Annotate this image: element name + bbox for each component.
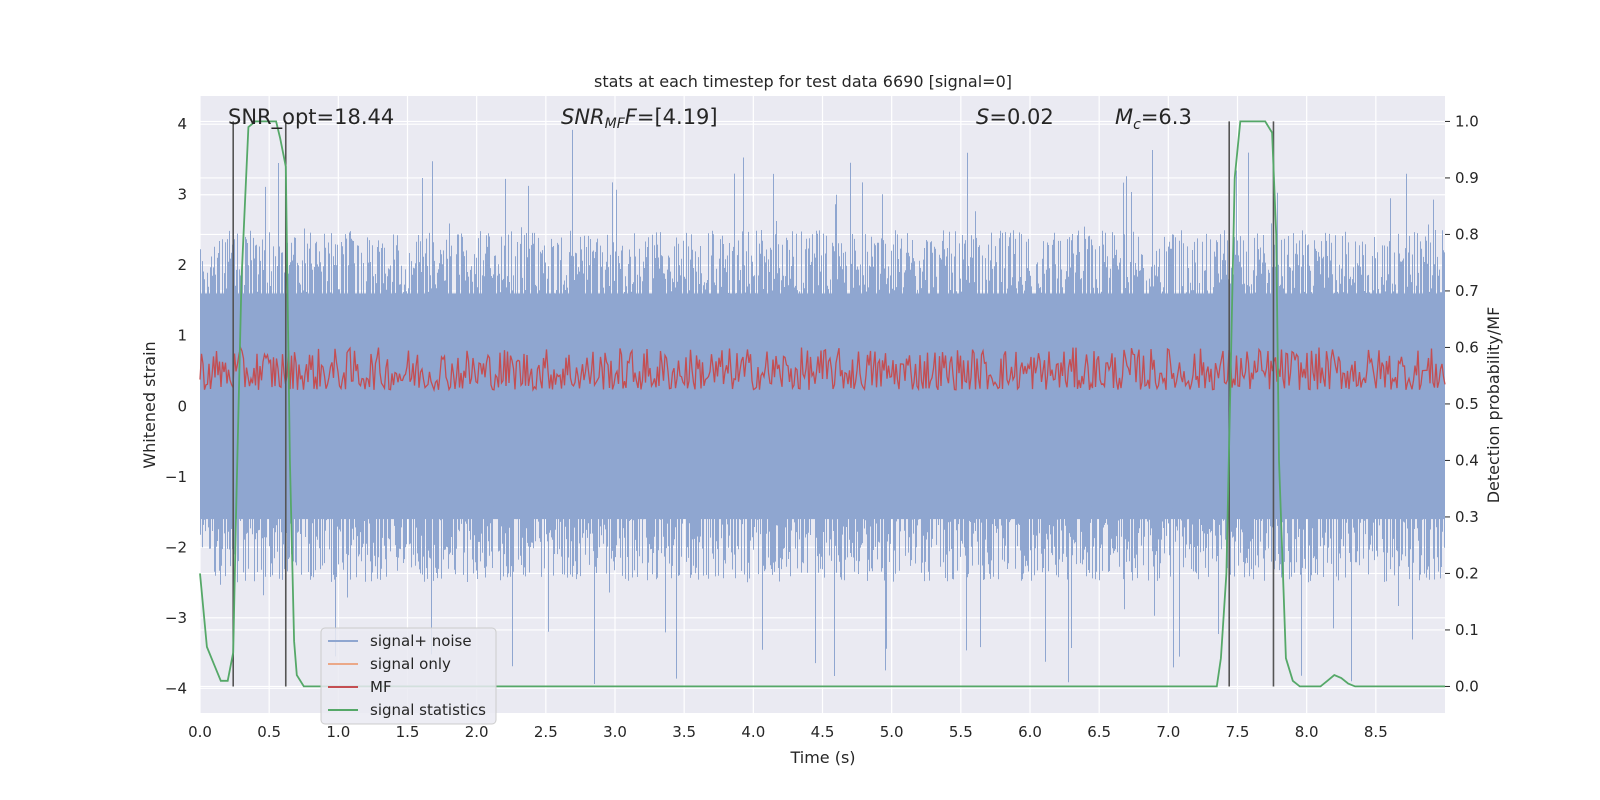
y-right-tick-label: 0.6 <box>1455 338 1479 356</box>
y-left-tick-label: 0 <box>177 397 187 415</box>
y-right-ticks: 0.0 0.1 0.2 0.3 0.4 0.5 0.6 0.7 0.8 0.9 1.0 <box>1445 112 1479 695</box>
mf-series <box>199 345 1446 393</box>
y-left-tick-label: −3 <box>165 609 187 627</box>
mf-trace <box>199 345 1446 393</box>
y-right-tick-label: 1.0 <box>1455 112 1479 130</box>
x-tick-label: 7.0 <box>1156 723 1180 741</box>
x-ticks: 0.0 0.5 1.0 1.5 2.0 2.5 3.0 3.5 4.0 4.5 5.0 5.5 6.0 6… <box>188 723 1388 741</box>
y-left-tick-label: 2 <box>177 256 187 274</box>
x-tick-label: 0.0 <box>188 723 212 741</box>
x-tick-label: 1.0 <box>326 723 350 741</box>
legend-label-noise: signal+ noise <box>370 632 472 650</box>
y-left-tick-label: 3 <box>177 186 187 204</box>
x-axis-label: Time (s) <box>789 748 855 767</box>
y-right-tick-label: 0.0 <box>1455 677 1479 695</box>
y-left-tick-label: −4 <box>165 679 187 697</box>
x-tick-label: 4.0 <box>741 723 765 741</box>
y-left-tick-label: 4 <box>177 115 187 133</box>
x-tick-label: 8.5 <box>1364 723 1388 741</box>
y-right-tick-label: 0.1 <box>1455 621 1479 639</box>
y-right-tick-label: 0.3 <box>1455 508 1479 526</box>
y-right-tick-label: 0.8 <box>1455 225 1479 243</box>
x-tick-label: 5.5 <box>949 723 973 741</box>
x-tick-label: 2.0 <box>465 723 489 741</box>
x-tick-label: 4.5 <box>811 723 835 741</box>
y-right-tick-label: 0.9 <box>1455 169 1479 187</box>
y-right-axis-label: Detection probability/MF <box>1484 307 1503 504</box>
signal-statistics-line <box>199 120 1445 688</box>
legend-label-mf: MF <box>370 678 392 696</box>
y-left-tick-label: −2 <box>165 538 187 556</box>
x-tick-label: 6.5 <box>1087 723 1111 741</box>
y-left-ticks: −4 −3 −2 −1 0 1 2 3 4 <box>165 115 187 697</box>
legend-frame <box>320 627 497 725</box>
x-tick-label: 1.5 <box>396 723 420 741</box>
x-tick-label: 5.0 <box>880 723 904 741</box>
x-tick-label: 6.0 <box>1018 723 1042 741</box>
x-tick-label: 2.5 <box>534 723 558 741</box>
x-tick-label: 0.5 <box>257 723 281 741</box>
x-tick-label: 8.0 <box>1295 723 1319 741</box>
noise-trace <box>200 129 1445 684</box>
chart-title: stats at each timestep for test data 669… <box>594 72 1012 91</box>
y-right-tick-label: 0.5 <box>1455 395 1479 413</box>
y-right-tick-label: 0.7 <box>1455 282 1479 300</box>
y-right-tick-label: 0.2 <box>1455 564 1479 582</box>
y-right-tick-label: 0.4 <box>1455 451 1479 469</box>
legend-label-signal: signal only <box>370 655 451 673</box>
y-left-tick-label: −1 <box>165 468 187 486</box>
x-tick-label: 7.5 <box>1226 723 1250 741</box>
legend: signal+ noise signal only MF signal stat… <box>320 627 497 725</box>
y-left-axis-label: Whitened strain <box>140 341 159 468</box>
y-left-tick-label: 1 <box>177 327 187 345</box>
x-tick-label: 3.5 <box>672 723 696 741</box>
annotation-snr-mf: SNRMFF=[4.19] <box>561 105 718 132</box>
annotation-mc: Mc=6.3 <box>1115 105 1192 133</box>
x-tick-label: 3.0 <box>603 723 627 741</box>
annotation-snr-opt: SNR_opt=18.44 <box>228 105 394 130</box>
annotation-s: S=0.02 <box>976 105 1054 129</box>
legend-label-stats: signal statistics <box>370 701 486 719</box>
signal-noise-series <box>200 129 1445 684</box>
